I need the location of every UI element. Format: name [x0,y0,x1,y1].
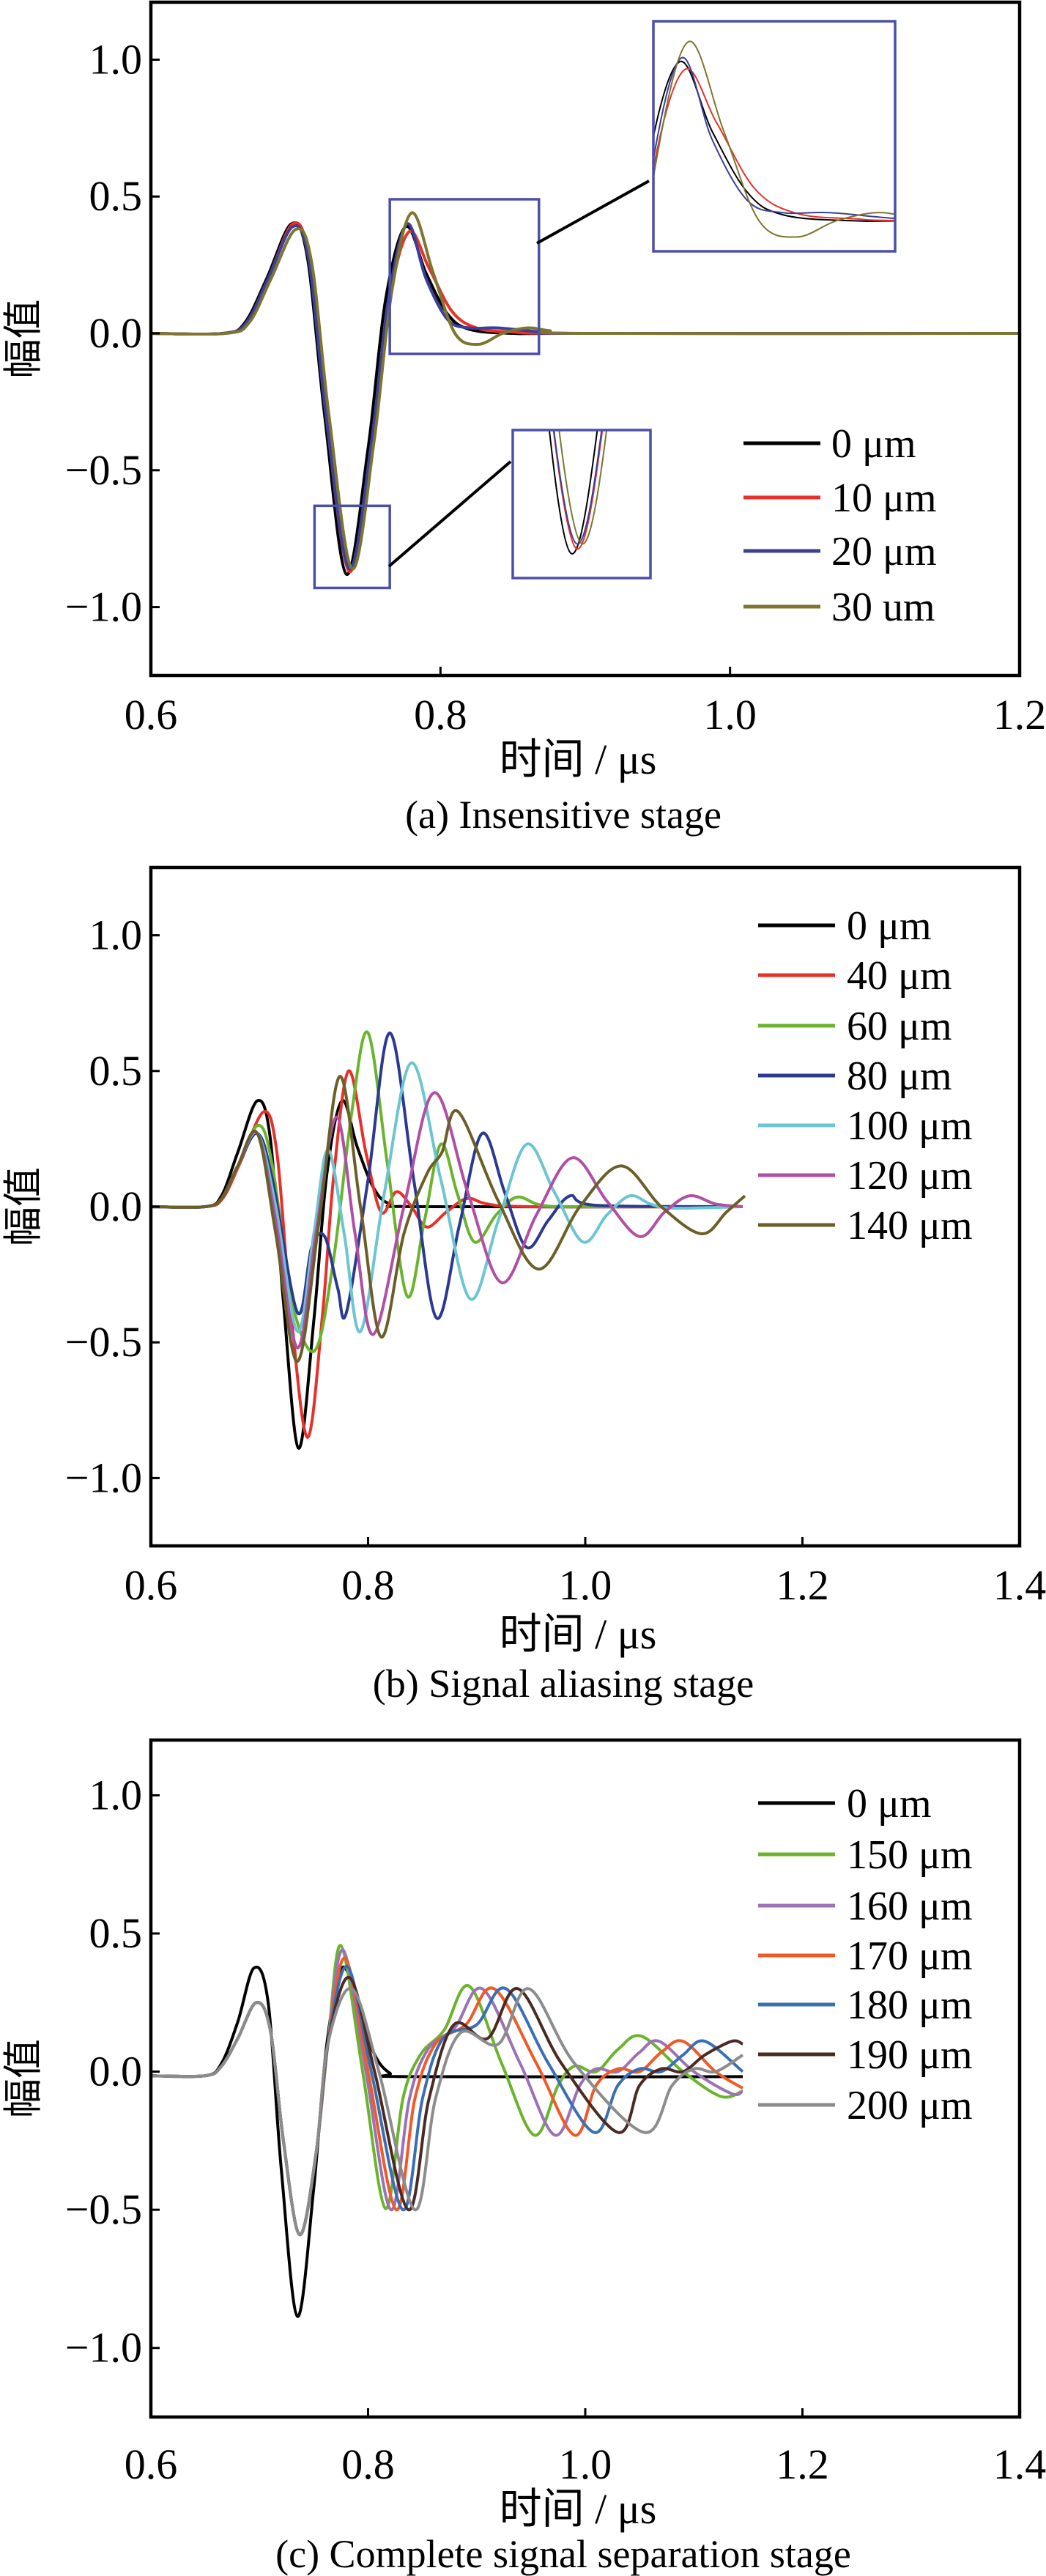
y-tick-label: −0.5 [65,2185,142,2233]
y-tick-label: 1.0 [89,1771,143,1818]
series-line-4 [151,1965,744,2237]
y-tick-label: 0.5 [89,172,143,220]
series-line-3 [151,211,1020,571]
inset-series-line-0 [653,60,895,222]
x-axis-title: 时间 / μs [500,1610,657,1658]
zoom-region-box-0 [388,198,541,355]
legend-label: 160 μm [847,1884,973,1929]
legend-label: 10 μm [831,475,937,521]
legend-label: 120 μm [847,1153,973,1199]
legend-label: 200 μm [847,2083,973,2128]
y-tick-label: 1.0 [89,911,143,959]
y-tick-label: 0.5 [89,1909,143,1957]
x-tick-label: 0.6 [125,1561,178,1609]
y-tick-label: 1.0 [89,35,143,83]
chart-caption: (a) Insensitive stage [405,793,722,837]
legend-label: 40 μm [847,953,952,999]
chart-caption: (c) Complete signal separation stage [275,2532,851,2576]
x-tick-label: 1.2 [776,2440,829,2488]
series-line-3 [151,1031,743,1320]
y-tick-label: 0.0 [89,1182,143,1230]
chart-0: 0.6 0.8 1.0 1.2 1.0 0.5 0.0 −0.5 −1.0 时间 / μs 幅值 (a… [1,0,1046,837]
legend-label: 20 μm [831,529,937,574]
legend-label: 170 μm [847,1933,973,1979]
x-axis-title: 时间 / μs [500,2485,657,2533]
inset-series-line-1 [653,67,895,221]
series-line-3 [151,1956,744,2237]
x-tick-label: 0.6 [125,2440,178,2488]
y-tick-label: −1.0 [65,583,142,631]
x-tick-label: 0.6 [125,691,178,739]
legend-label: 140 μm [847,1203,973,1248]
legend-label: 80 μm [847,1054,952,1099]
legend-label: 30 um [831,585,935,630]
series-line-6 [151,1986,744,2237]
legend-label: 0 μm [847,903,932,949]
y-tick-label: −1.0 [65,2324,142,2372]
legend-label: 100 μm [847,1103,973,1149]
y-tick-label: 0.0 [89,2048,143,2095]
y-tick-label: −0.5 [65,1318,142,1366]
inset-0 [653,40,895,238]
y-axis-title: 幅值 [1,2039,45,2118]
inset-frame-1 [511,429,652,580]
x-tick-label: 1.2 [776,1561,829,1609]
inset-frame-0 [652,20,897,253]
x-axis-title: 时间 / μs [500,736,657,783]
x-tick-label: 0.8 [414,691,467,739]
x-tick-label: 0.8 [341,1561,395,1609]
series-line-1 [151,1944,743,2237]
legend-label: 0 μm [831,421,916,467]
x-tick-label: 1.0 [559,1561,612,1609]
x-tick-label: 1.4 [993,1561,1046,1609]
x-tick-label: 1.2 [993,691,1046,739]
series-line-2 [151,1948,743,2237]
legend-label: 60 μm [847,1004,952,1049]
y-axis-title: 幅值 [1,300,45,379]
chart-1: 0.6 0.8 1.0 1.2 1.4 1.0 0.5 0.0 −0.5 −1.0 时间 / μs 幅… [1,865,1046,1706]
chart-caption: (b) Signal aliasing stage [373,1662,754,1706]
series-group [151,1944,744,2318]
inset-background-1 [513,430,650,578]
series-line-0 [151,1965,743,2318]
y-tick-label: 0.0 [89,309,143,357]
inset-connector-line-0 [536,179,650,245]
inset-connector-line-1 [387,460,512,568]
series-group [151,211,1020,576]
y-axis-title: 幅值 [1,1167,45,1246]
inset-background-0 [653,21,895,251]
zoom-region-box-1 [313,504,391,590]
series-line-0 [151,1099,743,1450]
series-line-6 [151,1075,746,1363]
series-line-2 [151,1030,743,1353]
plot-frame [149,0,1022,678]
x-tick-label: 1.0 [559,2440,612,2488]
y-tick-label: −1.0 [65,1454,142,1501]
legend: 0 μm 10 μm 20 μm 30 um [743,421,937,630]
y-tick-label: −0.5 [65,446,142,494]
series-group [151,1030,746,1450]
series-line-1 [151,1069,743,1439]
legend-label: 180 μm [847,1983,973,2028]
legend-label: 190 μm [847,2032,973,2078]
x-tick-label: 0.8 [341,2440,395,2488]
chart-2: 0.6 0.8 1.0 1.2 1.4 1.0 0.5 0.0 −0.5 −1.0 时间 / μs 幅… [1,1738,1046,2576]
legend-label: 0 μm [847,1781,932,1826]
y-tick-label: 0.5 [89,1047,143,1095]
x-tick-label: 1.0 [703,691,757,739]
legend-label: 150 μm [847,1832,973,1878]
x-tick-label: 1.4 [993,2440,1046,2488]
inset-series-line-3 [653,40,895,238]
